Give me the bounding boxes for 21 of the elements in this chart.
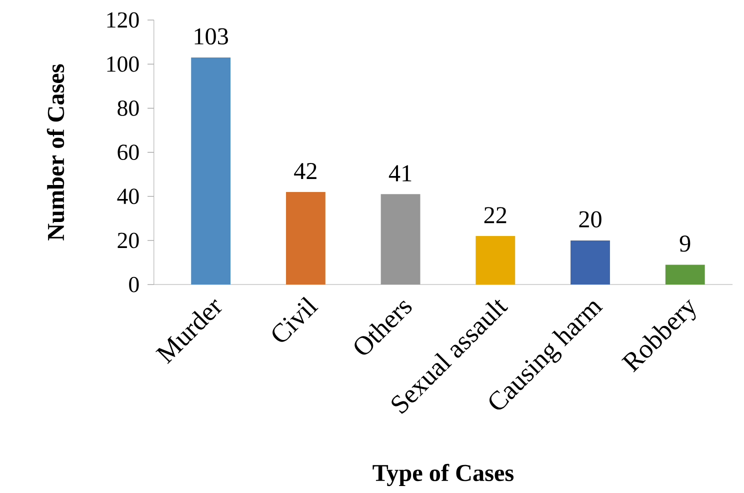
bar [665,264,705,284]
x-axis-title: Type of Cases [372,464,514,486]
data-label: 103 [194,28,228,44]
y-axis-title: Number of Cases [46,64,64,240]
data-label: 9 [680,235,690,252]
data-label: 42 [294,162,316,179]
bar [476,236,516,284]
y-tick-label: 120 [107,12,139,28]
y-tick-label: 60 [118,144,139,160]
data-label: 41 [388,165,412,182]
y-tick-label: 0 [129,276,139,292]
y-tick-label: 100 [107,56,139,72]
y-tick-label: 40 [117,188,139,204]
bar [570,240,610,284]
y-tick-label: 20 [118,232,139,248]
bar [380,194,420,284]
data-label: 20 [579,211,602,228]
y-tick-label: 80 [118,100,139,116]
bar [191,57,231,284]
data-label: 22 [484,207,506,224]
bar [286,192,326,284]
